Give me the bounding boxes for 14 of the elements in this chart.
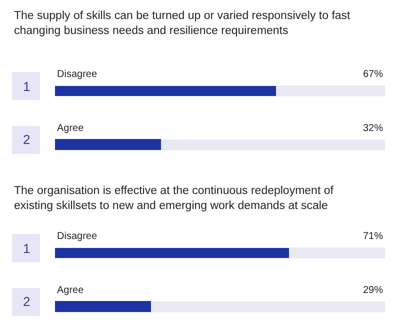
y-tick-label: Agree bbox=[57, 285, 84, 296]
text: 2 bbox=[23, 132, 30, 147]
data-label: 71% bbox=[363, 231, 384, 242]
text: 1 bbox=[23, 241, 30, 256]
data-label: 29% bbox=[363, 285, 384, 296]
chart-title: The organisation is effective at the continuous redeployment of existing skillsets to new and emerging work demands at scale bbox=[14, 185, 334, 212]
text: 2 bbox=[23, 294, 30, 309]
data-label: 32% bbox=[363, 123, 384, 134]
chart-title: The supply of skills can be turned up or varied responsively to fast changing business needs and resilience requirements bbox=[14, 10, 352, 37]
text: 1 bbox=[23, 79, 30, 94]
y-tick-label: Disagree bbox=[57, 69, 98, 80]
y-tick-label: Agree bbox=[57, 123, 84, 134]
data-label: 67% bbox=[363, 69, 384, 80]
y-tick-label: Disagree bbox=[57, 231, 98, 242]
